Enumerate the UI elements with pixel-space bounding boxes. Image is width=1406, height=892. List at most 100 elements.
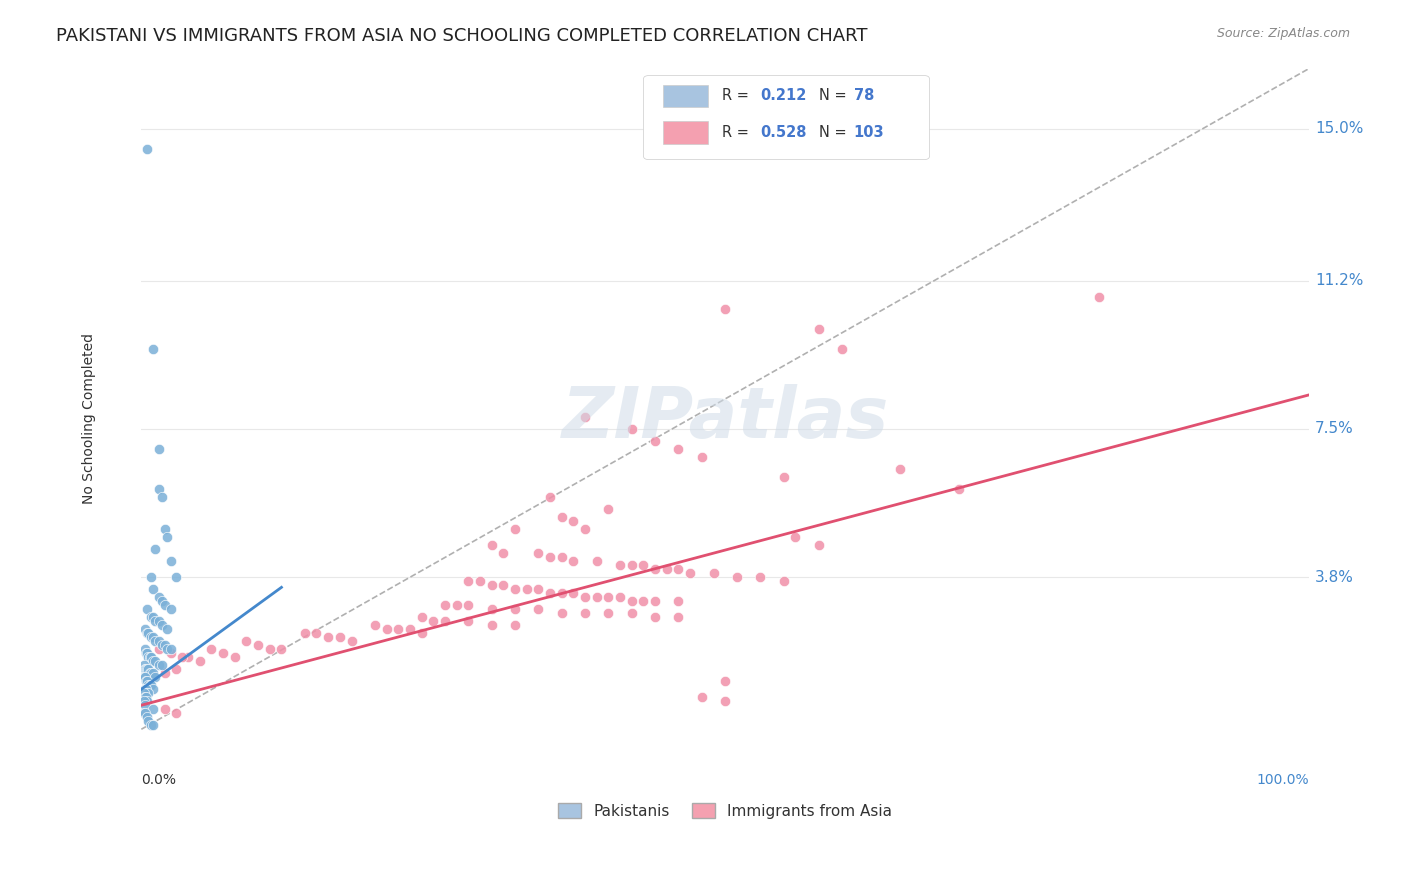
Point (134, 690, 156, 705)
Point (139, 718, 162, 732)
Point (551, 586, 574, 600)
Point (644, 562, 666, 576)
Point (132, 658, 155, 673)
Point (690, 690, 713, 705)
Point (138, 662, 160, 676)
Point (551, 510, 574, 524)
Point (538, 550, 561, 565)
Point (142, 718, 165, 732)
Point (159, 642, 181, 657)
Point (574, 590, 596, 604)
Point (136, 142, 159, 156)
Point (150, 638, 173, 652)
Point (598, 606, 620, 620)
Point (527, 546, 550, 560)
Point (148, 614, 170, 628)
Point (481, 602, 503, 616)
Point (148, 482, 170, 496)
Point (156, 530, 179, 544)
Point (620, 606, 643, 620)
Point (714, 301, 737, 316)
Point (481, 618, 503, 632)
Point (772, 470, 794, 484)
Point (468, 574, 491, 588)
Point (516, 582, 538, 596)
Point (132, 694, 155, 708)
Point (148, 658, 170, 673)
Point (620, 558, 643, 572)
Point (364, 618, 387, 632)
Point (165, 706, 187, 721)
Point (714, 694, 737, 708)
Point (135, 682, 157, 697)
Point (165, 662, 187, 676)
Text: 103: 103 (853, 125, 884, 140)
Point (143, 634, 166, 648)
Point (551, 606, 574, 620)
Point (150, 490, 173, 504)
Point (135, 646, 157, 660)
Point (135, 674, 157, 689)
Point (148, 442, 170, 456)
Point (620, 594, 643, 608)
Point (136, 694, 159, 708)
Point (134, 698, 156, 713)
Point (399, 622, 422, 636)
Point (172, 650, 194, 665)
Point (138, 626, 160, 640)
Point (294, 626, 316, 640)
Point (598, 590, 620, 604)
Point (807, 538, 830, 552)
Point (212, 646, 235, 660)
Point (224, 650, 246, 665)
Point (527, 582, 550, 596)
Text: 15.0%: 15.0% (1315, 121, 1364, 136)
Point (481, 578, 503, 592)
Point (562, 586, 585, 600)
Point (139, 570, 162, 584)
Point (143, 542, 166, 557)
Point (142, 630, 165, 644)
Text: 78: 78 (853, 88, 875, 103)
Point (270, 642, 292, 657)
Point (134, 622, 156, 636)
Point (134, 662, 156, 676)
Text: 3.8%: 3.8% (1315, 570, 1354, 584)
Point (668, 562, 690, 576)
Point (644, 610, 666, 624)
Point (136, 710, 159, 724)
Point (135, 662, 157, 676)
Point (749, 570, 772, 584)
Point (148, 642, 170, 657)
Text: N =: N = (818, 88, 851, 103)
FancyBboxPatch shape (644, 76, 929, 160)
Point (134, 706, 156, 721)
Text: 7.5%: 7.5% (1315, 421, 1354, 436)
Point (153, 638, 176, 652)
Point (375, 622, 398, 636)
Point (633, 558, 655, 572)
Point (156, 642, 179, 657)
Point (142, 582, 165, 596)
Point (574, 409, 596, 424)
Point (142, 342, 165, 356)
Point (159, 646, 181, 660)
Point (655, 562, 678, 576)
Point (139, 610, 162, 624)
Point (574, 606, 596, 620)
Point (142, 682, 165, 697)
Point (143, 654, 166, 668)
Point (609, 590, 631, 604)
Point (136, 674, 159, 689)
Text: PAKISTANI VS IMMIGRANTS FROM ASIA NO SCHOOLING COMPLETED CORRELATION CHART: PAKISTANI VS IMMIGRANTS FROM ASIA NO SCH… (56, 27, 868, 45)
Point (138, 666, 160, 681)
Point (150, 658, 173, 673)
Point (150, 618, 173, 632)
Point (411, 626, 433, 640)
Point (138, 686, 160, 700)
Point (136, 626, 159, 640)
Point (433, 614, 456, 628)
Point (138, 678, 160, 692)
FancyBboxPatch shape (664, 85, 707, 107)
Point (668, 442, 690, 456)
